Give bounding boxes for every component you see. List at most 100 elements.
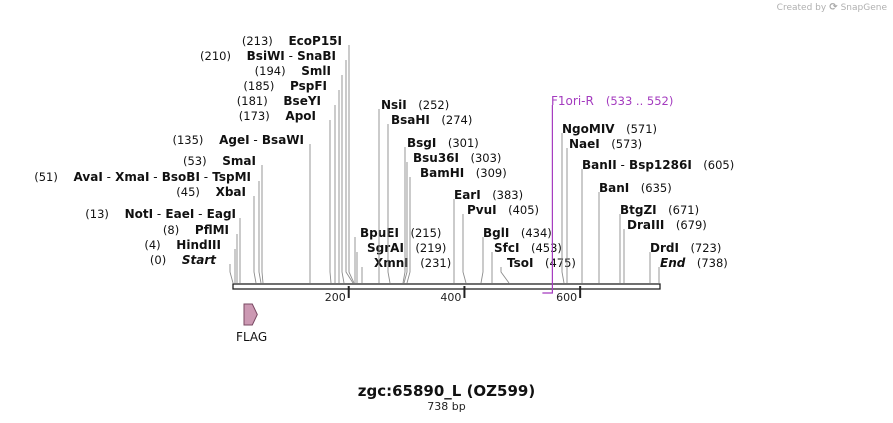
enzyme-name: NgoMIV [562, 122, 615, 136]
restriction-site-label: PvuI (405) [467, 203, 539, 217]
restriction-site-label: (194) SmlI [255, 64, 331, 78]
enzyme-name: SgrAI [367, 241, 404, 255]
cut-site-line [387, 124, 391, 284]
enzyme-name: AgeI [215, 133, 250, 147]
primer-bind-line [542, 105, 553, 294]
site-position: (51) [34, 170, 69, 184]
site-position: (405) [497, 203, 539, 217]
enzyme-name: Start [178, 253, 218, 267]
sequence-backbone [232, 283, 661, 290]
site-position: (671) [657, 203, 699, 217]
site-position: (4) [144, 238, 172, 252]
cut-site-line [500, 267, 510, 284]
site-position: (210) [200, 49, 242, 63]
site-position: (635) [629, 181, 671, 195]
feature-flag-arrow [243, 303, 258, 326]
site-position: (383) [481, 188, 523, 202]
restriction-site-label: BanII - Bsp1286I (605) [582, 158, 734, 172]
restriction-site-label: (185) PspFI [243, 79, 327, 93]
enzyme-name: BsoBI [158, 170, 200, 184]
enzyme-name: TsoI [507, 256, 533, 270]
restriction-site-label: (181) BseYI [237, 94, 321, 108]
enzyme-name: BsaHI [391, 113, 430, 127]
snapgene-credit: Created by ⟳ SnapGene [777, 2, 887, 13]
site-position: (434) [509, 226, 551, 240]
cut-site-line [258, 181, 262, 284]
site-position: (185) [243, 79, 285, 93]
site-position: (274) [430, 113, 472, 127]
enzyme-name: AvaI [69, 170, 102, 184]
isoschizomer-dash: - [200, 170, 208, 184]
isoschizomer-dash: - [103, 170, 111, 184]
cut-site-line [229, 264, 234, 284]
site-position: (309) [464, 166, 506, 180]
restriction-site-label: End (738) [660, 256, 728, 270]
primer-range: (533 .. 552) [606, 94, 674, 108]
enzyme-name: DrdI [650, 241, 679, 255]
restriction-site-label: NaeI (573) [569, 137, 642, 151]
restriction-site-label: (210) BsiWI - SnaBI [200, 49, 336, 63]
site-position: (738) [685, 256, 727, 270]
site-position: (453) [519, 241, 561, 255]
ruler-tick-label: 400 [440, 291, 461, 304]
enzyme-name: BglI [483, 226, 509, 240]
cut-site-line [348, 45, 355, 284]
enzyme-name: NaeI [569, 137, 600, 151]
primer-name: F1ori-R [551, 94, 594, 108]
site-position: (252) [407, 98, 449, 112]
cut-site-line [345, 60, 354, 284]
sequence-length: 738 bp [427, 400, 466, 413]
enzyme-name: SmaI [218, 154, 256, 168]
site-position: (723) [679, 241, 721, 255]
enzyme-name: EagI [202, 207, 236, 221]
cut-site-line [403, 162, 408, 284]
restriction-site-label: EarI (383) [454, 188, 523, 202]
restriction-site-label: SgrAI (219) [367, 241, 446, 255]
enzyme-name: SfcI [494, 241, 519, 255]
cut-site-line [402, 147, 406, 284]
restriction-site-label: SfcI (453) [494, 241, 562, 255]
credit-brand: SnapGene [840, 2, 887, 13]
ruler-tick-label: 200 [325, 291, 346, 304]
cut-site-line [261, 165, 264, 284]
restriction-site-label: DrdI (723) [650, 241, 721, 255]
enzyme-name: BsgI [407, 136, 436, 150]
credit-prefix: Created by [776, 2, 827, 13]
restriction-site-label: (213) EcoP15I [242, 34, 342, 48]
restriction-site-label: (45) XbaI [176, 185, 246, 199]
isoschizomer-dash: - [285, 49, 293, 63]
enzyme-name: NsiI [381, 98, 407, 112]
restriction-site-label: BtgZI (671) [620, 203, 699, 217]
restriction-site-label: (51) AvaI - XmaI - BsoBI - TspMI [34, 170, 251, 184]
restriction-site-label: (4) HindIII [144, 238, 221, 252]
feature-label: FLAG [236, 330, 267, 344]
site-position: (219) [404, 241, 446, 255]
enzyme-name: BanI [599, 181, 629, 195]
enzyme-name: DraIII [627, 218, 664, 232]
enzyme-name: XmaI [111, 170, 150, 184]
isoschizomer-dash: - [617, 158, 625, 172]
restriction-site-label: (13) NotI - EaeI - EagI [85, 207, 236, 221]
enzyme-name: PvuI [467, 203, 497, 217]
enzyme-name: BamHI [420, 166, 464, 180]
isoschizomer-dash: - [149, 170, 157, 184]
cut-site-line [329, 120, 332, 284]
restriction-site-label: BanI (635) [599, 181, 672, 195]
site-position: (571) [615, 122, 657, 136]
restriction-site-label: BpuEI (215) [360, 226, 441, 240]
site-position: (303) [459, 151, 501, 165]
site-position: (8) [163, 223, 191, 237]
restriction-site-label: NsiI (252) [381, 98, 449, 112]
site-position: (181) [237, 94, 279, 108]
site-position: (194) [255, 64, 297, 78]
enzyme-name: BanII [582, 158, 617, 172]
cut-site-line [341, 75, 345, 284]
cut-site-line [480, 237, 484, 284]
primer-label: F1ori-R (533 .. 552) [551, 94, 673, 108]
restriction-site-label: (53) SmaI [183, 154, 256, 168]
restriction-site-label: TsoI (475) [507, 256, 576, 270]
enzyme-name: SnaBI [293, 49, 336, 63]
restriction-site-label: BsaHI (274) [391, 113, 472, 127]
restriction-site-label: XmnI (231) [374, 256, 451, 270]
